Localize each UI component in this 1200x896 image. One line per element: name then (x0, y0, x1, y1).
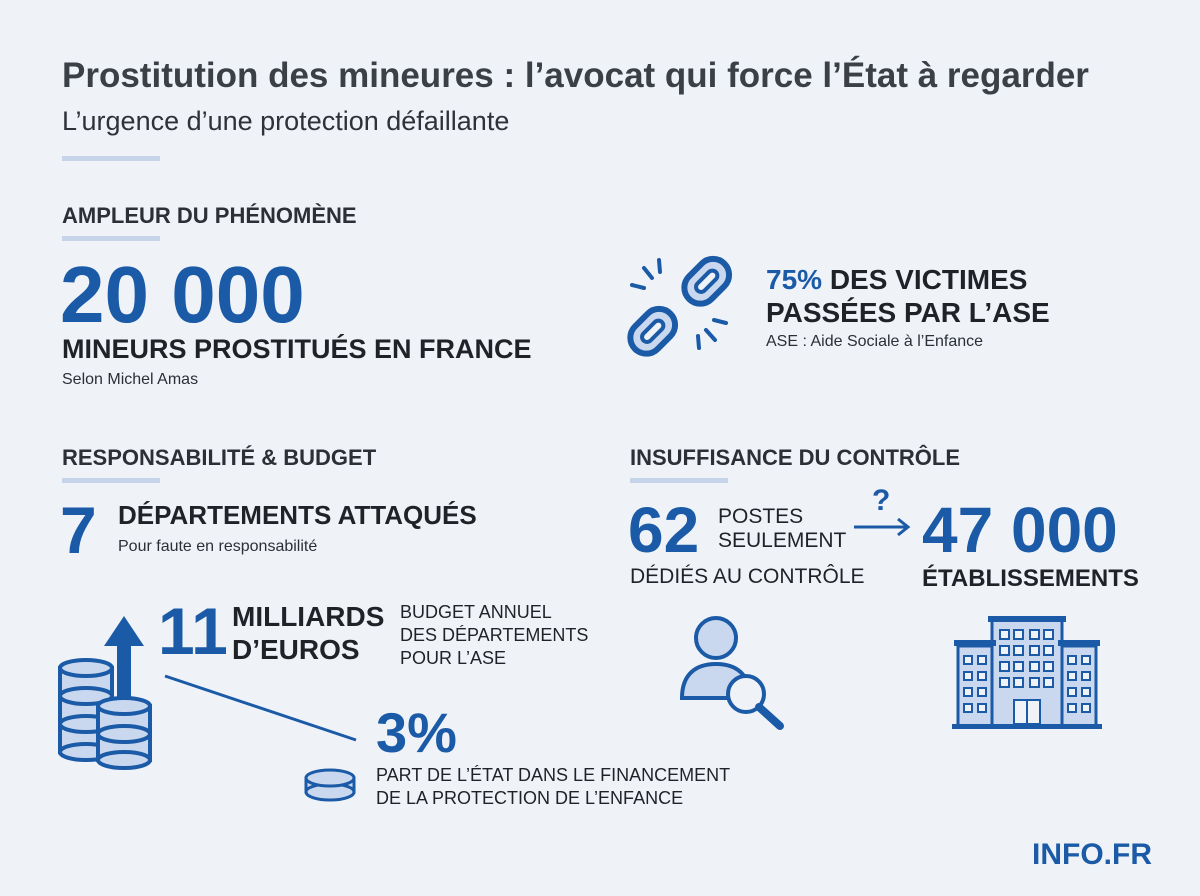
stat-posts-label-line1: POSTES (718, 505, 804, 528)
stat-minors-label: MINEURS PROSTITUÉS EN FRANCE (62, 334, 532, 364)
coin-stack-arrow-icon (58, 616, 152, 770)
stat-minors-source: Selon Michel Amas (62, 371, 199, 388)
stat-etat-percent: 3% (376, 701, 457, 764)
section-divider-responsabilite (62, 478, 160, 483)
section-divider-controle (630, 478, 728, 483)
stat-posts-label-line2: SEULEMENT (718, 529, 847, 552)
stat-establishments-label: ÉTABLISSEMENTS (922, 565, 1139, 592)
stat-departments-count: 7 (60, 493, 97, 567)
stat-ase-percent: 75% (766, 264, 823, 295)
building-icon (952, 616, 1102, 729)
stat-budget-desc-line3: POUR L’ASE (400, 648, 507, 668)
stat-budget-number: 11 (158, 594, 228, 668)
page-subtitle: L’urgence d’une protection défaillante (62, 106, 510, 136)
stat-ase-line1-rest: DES VICTIMES (829, 264, 1028, 295)
stat-etat-desc-line2: DE LA PROTECTION DE L’ENFANCE (376, 788, 684, 808)
stat-budget-unit-line1: MILLIARDS (232, 601, 385, 632)
section-heading-controle: INSUFFISANCE DU CONTRÔLE (630, 445, 960, 470)
broken-chain-icon (627, 255, 733, 357)
stat-ase-line2: PASSÉES PAR L’ASE (766, 297, 1050, 328)
arrow-right-icon (854, 517, 911, 537)
stat-budget-desc-line2: DES DÉPARTEMENTS (400, 625, 589, 645)
page-title: Prostitution des mineures : l’avocat qui… (62, 56, 1089, 95)
person-search-icon (679, 616, 784, 730)
stat-budget-desc-line1: BUDGET ANNUEL (400, 602, 552, 622)
stat-establishments-number: 47 000 (922, 494, 1118, 566)
stat-posts-number: 62 (628, 494, 700, 566)
stat-budget-unit-line2: D’EUROS (232, 634, 360, 665)
title-divider (62, 156, 160, 161)
section-divider-ampleur (62, 236, 160, 241)
stat-departments-note: Pour faute en responsabilité (118, 538, 318, 555)
stat-posts-label-line3: DÉDIÉS AU CONTRÔLE (630, 565, 865, 588)
stat-minors-count: 20 000 (60, 250, 305, 339)
brand-logo: INFO.FR (1032, 838, 1152, 871)
stat-ase-line1: 75% DES VICTIMES (766, 264, 1027, 296)
stat-ase-note: ASE : Aide Sociale à l’Enfance (766, 333, 984, 350)
stat-departments-label: DÉPARTEMENTS ATTAQUÉS (118, 500, 477, 530)
question-mark: ? (872, 484, 891, 517)
section-heading-responsabilite: RESPONSABILITÉ & BUDGET (62, 445, 377, 470)
stat-etat-desc-line1: PART DE L’ÉTAT DANS LE FINANCEMENT (376, 765, 731, 785)
single-coin-icon (304, 768, 356, 802)
section-heading-ampleur: AMPLEUR DU PHÉNOMÈNE (62, 203, 357, 228)
